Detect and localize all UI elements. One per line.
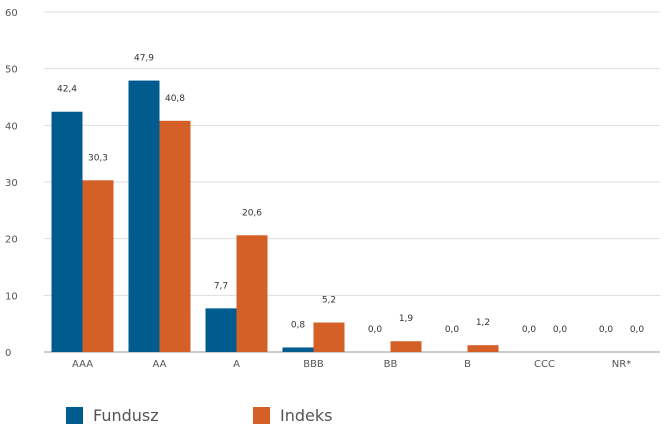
x-tick-label: BBB [303, 359, 324, 370]
bar-fundusz [205, 308, 237, 352]
x-tick-label: AAA [72, 359, 93, 370]
y-tick-label: 40 [5, 121, 18, 132]
legend-swatch-fundusz [66, 407, 83, 424]
legend-item-indeks: Indeks [253, 406, 332, 425]
data-label-indeks: 1,9 [399, 314, 414, 324]
bar-fundusz [282, 347, 314, 352]
x-tick-label: CCC [534, 359, 555, 370]
data-label-fundusz: 0,0 [522, 325, 537, 335]
bar-indeks [159, 120, 191, 352]
bar-indeks [236, 235, 268, 352]
legend-label-indeks: Indeks [280, 406, 333, 425]
x-tick-label: BB [384, 359, 398, 370]
bar-indeks [390, 341, 422, 352]
x-tick-label: NR* [612, 359, 631, 370]
x-axis-ticks: AAA AA A BBB BB B CCC NR* [72, 359, 631, 370]
x-tick-label: AA [153, 359, 167, 370]
bar-indeks [467, 345, 499, 352]
y-tick-label: 60 [5, 8, 18, 19]
y-tick-label: 0 [5, 348, 11, 359]
bar-indeks [82, 180, 114, 352]
data-label-fundusz: 7,7 [214, 281, 228, 291]
bar-fundusz [51, 111, 83, 352]
data-label-indeks: 40,8 [165, 94, 185, 104]
y-tick-label: 50 [5, 65, 18, 76]
bar-indeks [313, 322, 345, 352]
legend-item-fundusz: Fundusz [66, 406, 159, 425]
data-label-fundusz: 0,0 [445, 325, 460, 335]
bar-fundusz [128, 80, 160, 353]
bars [51, 80, 499, 353]
data-label-indeks: 1,2 [476, 318, 490, 328]
data-label-indeks: 20,6 [242, 208, 262, 218]
data-label-fundusz: 0,0 [368, 325, 383, 335]
data-label-indeks: 30,3 [88, 153, 108, 163]
data-label-indeks: 0,0 [553, 325, 568, 335]
y-tick-label: 20 [5, 235, 18, 246]
data-label-indeks: 5,2 [322, 296, 336, 306]
data-label-fundusz: 0,0 [599, 325, 614, 335]
data-label-fundusz: 42,4 [57, 85, 77, 95]
y-tick-label: 10 [5, 291, 18, 302]
x-tick-label: A [233, 359, 240, 370]
data-label-fundusz: 0,8 [291, 320, 306, 330]
data-labels: 42,4 30,3 47,9 40,8 7,7 20,6 0,8 5,2 0,0 1,9 0,0 1,… [57, 54, 644, 335]
x-tick-label: B [464, 359, 471, 370]
data-label-fundusz: 47,9 [134, 54, 154, 64]
legend-label-fundusz: Fundusz [93, 406, 159, 425]
y-tick-label: 30 [5, 178, 18, 189]
y-axis-ticks: 0 10 20 30 40 50 60 [5, 8, 18, 359]
legend-swatch-indeks [253, 407, 270, 424]
data-label-indeks: 0,0 [630, 325, 645, 335]
